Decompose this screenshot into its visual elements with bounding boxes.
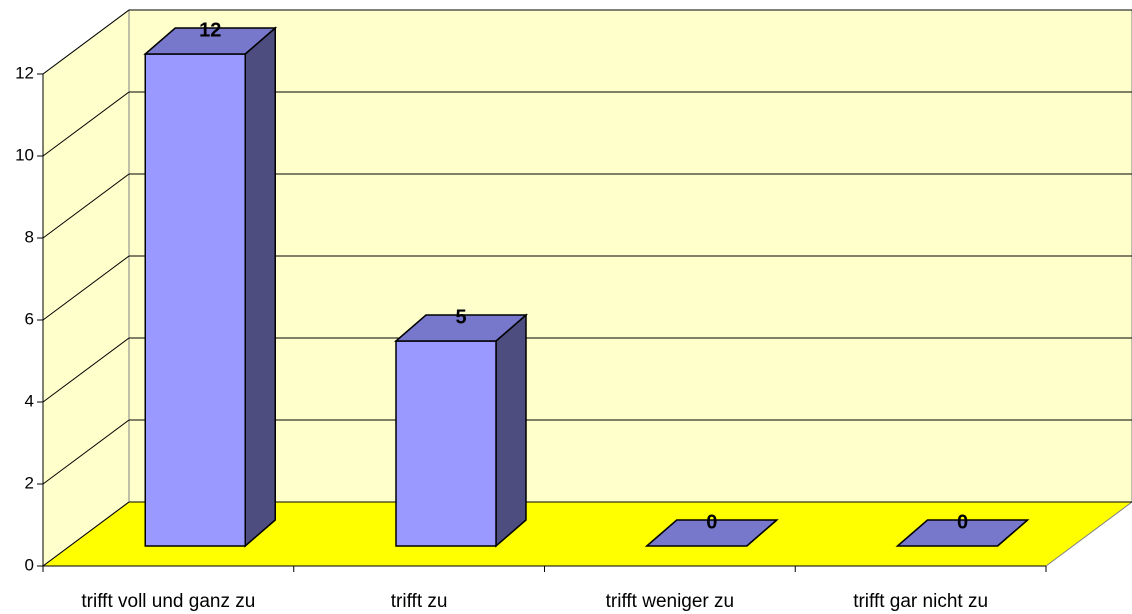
y-tick-label: 8 xyxy=(25,227,34,246)
bar-top xyxy=(895,519,1030,547)
bar xyxy=(395,340,497,547)
x-tick-label: trifft zu xyxy=(391,591,448,612)
data-label: 5 xyxy=(455,306,466,328)
x-tick-label: trifft voll und ganz zu xyxy=(81,591,255,612)
data-label: 12 xyxy=(199,19,221,41)
bar xyxy=(144,53,246,547)
x-tick-label: trifft gar nicht zu xyxy=(853,591,988,612)
grid-line xyxy=(42,91,130,157)
grid-line xyxy=(42,337,130,403)
grid-line xyxy=(42,255,130,321)
y-tick-label: 2 xyxy=(25,473,34,492)
bar-top xyxy=(644,519,779,547)
x-tick-label: trifft weniger zu xyxy=(606,591,734,612)
bar-side xyxy=(244,26,276,548)
y-tick-label: 6 xyxy=(25,309,34,328)
y-tick-label: 0 xyxy=(25,555,34,574)
y-tick-label: 12 xyxy=(15,63,34,82)
grid-line xyxy=(42,173,130,239)
y-tick-label: 4 xyxy=(25,391,34,410)
bar-top xyxy=(393,314,529,342)
grid-line xyxy=(42,9,130,75)
bar-top xyxy=(143,27,278,55)
grid-line xyxy=(42,419,130,485)
data-label: 0 xyxy=(706,511,717,533)
grid-line xyxy=(42,501,130,567)
bar-side xyxy=(495,313,527,548)
data-label: 0 xyxy=(957,511,968,533)
y-tick-label: 10 xyxy=(15,145,34,164)
